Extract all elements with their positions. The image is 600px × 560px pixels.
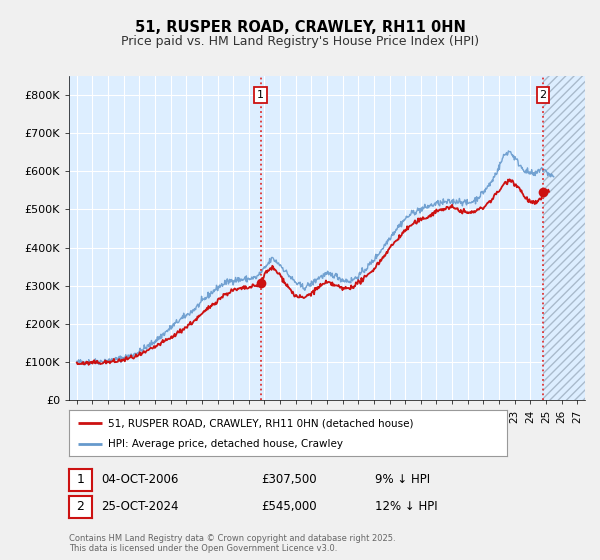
Text: HPI: Average price, detached house, Crawley: HPI: Average price, detached house, Craw… — [109, 438, 343, 449]
Text: Contains HM Land Registry data © Crown copyright and database right 2025.
This d: Contains HM Land Registry data © Crown c… — [69, 534, 395, 553]
Text: 1: 1 — [257, 90, 264, 100]
Text: £545,000: £545,000 — [261, 500, 317, 514]
Text: Price paid vs. HM Land Registry's House Price Index (HPI): Price paid vs. HM Land Registry's House … — [121, 35, 479, 48]
Text: £307,500: £307,500 — [261, 473, 317, 487]
Text: 2: 2 — [539, 90, 547, 100]
Bar — [543, 76, 585, 400]
Text: 25-OCT-2024: 25-OCT-2024 — [101, 500, 178, 514]
Text: 51, RUSPER ROAD, CRAWLEY, RH11 0HN: 51, RUSPER ROAD, CRAWLEY, RH11 0HN — [134, 20, 466, 35]
Text: 51, RUSPER ROAD, CRAWLEY, RH11 0HN (detached house): 51, RUSPER ROAD, CRAWLEY, RH11 0HN (deta… — [109, 418, 414, 428]
Text: 04-OCT-2006: 04-OCT-2006 — [101, 473, 178, 487]
Text: 1: 1 — [76, 473, 85, 487]
Text: 9% ↓ HPI: 9% ↓ HPI — [375, 473, 430, 487]
Text: 2: 2 — [76, 500, 85, 514]
Text: 12% ↓ HPI: 12% ↓ HPI — [375, 500, 437, 514]
